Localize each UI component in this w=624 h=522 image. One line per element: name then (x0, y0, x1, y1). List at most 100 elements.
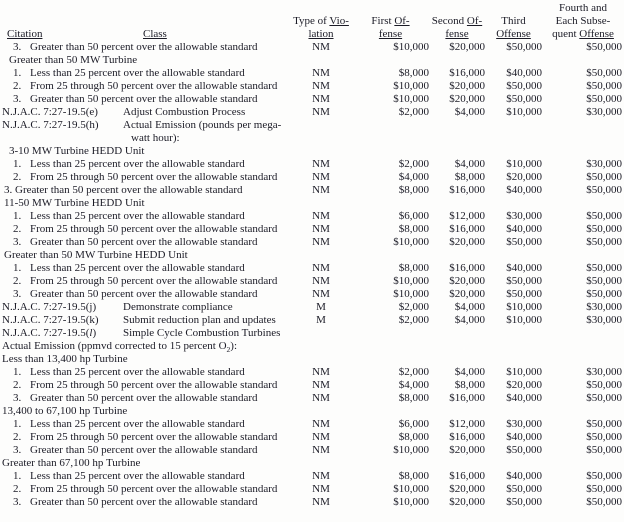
table-row: 3. Greater than 50 percent over the allo… (0, 236, 624, 249)
first-offense-cell: $10,000 (393, 288, 429, 300)
citation-class-cell: 2. From 25 through 50 percent over the a… (0, 431, 290, 444)
first-offense-cell (352, 145, 429, 158)
item-number: 3. (13, 41, 22, 53)
third-offense-cell: $10,000 (506, 314, 542, 326)
first-offense-cell: $8,000 (398, 431, 429, 443)
first-offense-cell: $10,000 (393, 80, 429, 92)
third-offense-cell (485, 197, 542, 210)
first-offense-cell: $6,000 (398, 418, 429, 430)
citation-class-cell: 11-50 MW Turbine HEDD Unit (0, 197, 290, 210)
table-row: Greater than 50 MW Turbine HEDD Unit (0, 249, 624, 262)
first-offense-cell (352, 249, 429, 262)
third-offense-cell: $10,000 (506, 366, 542, 378)
second-offense-cell: $4,000 (454, 158, 485, 170)
fourth-offense-cell: $50,000 (586, 470, 622, 482)
citation-class-cell: 3. Greater than 50 percent over the allo… (0, 184, 290, 197)
second-offense-cell: $16,000 (449, 67, 485, 79)
header-class: Class (143, 28, 167, 40)
violation-type-cell: NM (312, 223, 330, 235)
violation-type-cell: M (316, 301, 326, 313)
third-offense-cell (485, 353, 542, 366)
second-offense-cell (429, 327, 485, 340)
table-row: 2. From 25 through 50 percent over the a… (0, 275, 624, 288)
citation-class-cell: N.J.A.C. 7:27-19.5(e) Adjust Combustion … (0, 106, 290, 119)
third-offense-cell: $10,000 (506, 158, 542, 170)
citation-class-cell: Greater than 67,100 hp Turbine (0, 457, 290, 470)
third-offense-cell: $40,000 (506, 470, 542, 482)
class-text: Simple Cycle Combustion Turbines (123, 327, 281, 339)
table-row: Greater than 67,100 hp Turbine (0, 457, 624, 470)
header-third-offense-line2: Offense (496, 28, 531, 40)
table-row: 1. Less than 25 percent over the allowab… (0, 470, 624, 483)
table-row: 1. Less than 25 percent over the allowab… (0, 418, 624, 431)
citation-text: 3. Greater than 50 percent over the allo… (4, 184, 243, 196)
violation-type-cell: NM (312, 67, 330, 79)
header-row-1: Fourth and (0, 2, 624, 15)
item-number: 1. (13, 262, 22, 274)
violation-type-cell: NM (312, 392, 330, 404)
item-number: 1. (13, 418, 22, 430)
citation-class-cell: 1. Less than 25 percent over the allowab… (0, 158, 290, 171)
table-row: 1. Less than 25 percent over the allowab… (0, 67, 624, 80)
second-offense-cell: $8,000 (454, 171, 485, 183)
citation-text: Greater than 67,100 hp Turbine (2, 457, 141, 469)
violation-type-cell (290, 54, 352, 67)
violation-type-cell: NM (312, 470, 330, 482)
second-offense-cell: $16,000 (449, 392, 485, 404)
fourth-offense-cell: $30,000 (586, 158, 622, 170)
first-offense-cell: $10,000 (393, 236, 429, 248)
first-offense-cell: $10,000 (393, 275, 429, 287)
table-row: 2. From 25 through 50 percent over the a… (0, 483, 624, 496)
citation-class-cell: 2. From 25 through 50 percent over the a… (0, 483, 290, 496)
citation-class-cell: 3. Greater than 50 percent over the allo… (0, 41, 290, 54)
first-offense-cell: $10,000 (393, 496, 429, 508)
first-offense-cell: $8,000 (398, 184, 429, 196)
item-number: 2. (13, 80, 22, 92)
second-offense-cell: $16,000 (449, 431, 485, 443)
second-offense-cell (429, 405, 485, 418)
second-offense-cell: $20,000 (449, 275, 485, 287)
fourth-offense-cell: $50,000 (586, 288, 622, 300)
first-offense-cell: $8,000 (398, 262, 429, 274)
violation-type-cell: NM (312, 418, 330, 430)
item-number: 2. (13, 483, 22, 495)
third-offense-cell (485, 405, 542, 418)
second-offense-cell (429, 249, 485, 262)
citation-class-cell: Greater than 50 MW Turbine HEDD Unit (0, 249, 290, 262)
third-offense-cell (485, 145, 542, 158)
second-offense-cell (429, 457, 485, 470)
item-number: 3. (13, 496, 22, 508)
third-offense-cell: $30,000 (506, 418, 542, 430)
third-offense-cell (485, 132, 542, 145)
table-row: 3-10 MW Turbine HEDD Unit (0, 145, 624, 158)
first-offense-cell: $2,000 (398, 158, 429, 170)
table-row: 3. Greater than 50 percent over the allo… (0, 392, 624, 405)
fourth-offense-cell (542, 353, 624, 366)
fourth-offense-cell: $50,000 (586, 379, 622, 391)
class-text: Submit reduction plan and updates (123, 314, 276, 326)
second-offense-cell (429, 340, 485, 353)
fourth-offense-cell (542, 119, 624, 132)
third-offense-cell: $40,000 (506, 184, 542, 196)
citation-text: From 25 through 50 percent over the allo… (30, 483, 278, 495)
citation-text: From 25 through 50 percent over the allo… (30, 80, 278, 92)
first-offense-cell (352, 353, 429, 366)
citation-text: From 25 through 50 percent over the allo… (30, 171, 278, 183)
class-text: Demonstrate compliance (123, 301, 233, 313)
violation-type-cell: NM (312, 366, 330, 378)
item-number: 3. (13, 444, 22, 456)
citation-text: From 25 through 50 percent over the allo… (30, 379, 278, 391)
citation-text: Less than 25 percent over the allowable … (30, 418, 245, 430)
violation-type-cell: NM (312, 171, 330, 183)
first-offense-cell (352, 327, 429, 340)
second-offense-cell (429, 54, 485, 67)
fourth-offense-cell: $50,000 (586, 392, 622, 404)
citation-text: Greater than 50 percent over the allowab… (30, 496, 258, 508)
second-offense-cell: $16,000 (449, 184, 485, 196)
item-number: 3. (13, 288, 22, 300)
class-text: Adjust Combustion Process (123, 106, 246, 118)
first-offense-cell: $10,000 (393, 41, 429, 53)
citation-text: N.J.A.C. 7:27-19.5(h) (2, 119, 99, 131)
citation-class-cell: 2. From 25 through 50 percent over the a… (0, 379, 290, 392)
violation-type-cell (290, 132, 352, 145)
